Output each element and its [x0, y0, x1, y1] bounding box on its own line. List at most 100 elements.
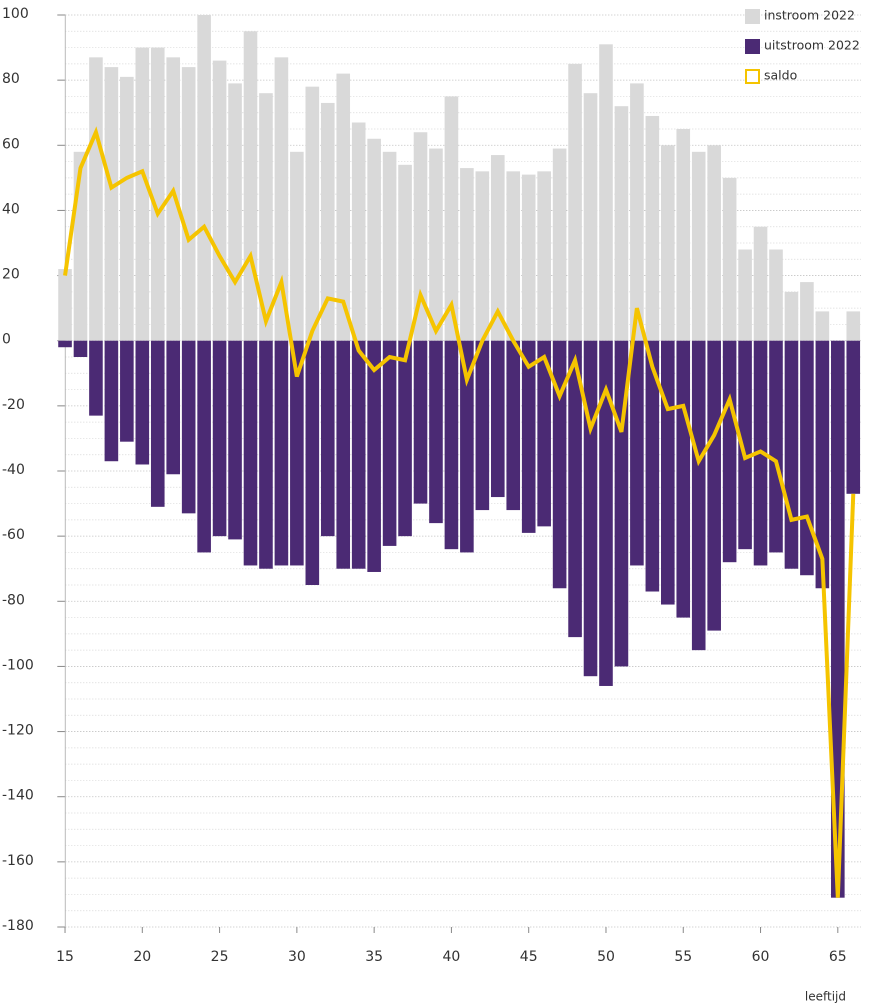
bar: [815, 311, 830, 341]
bar: [150, 47, 165, 341]
bar: [259, 340, 273, 569]
bar: [460, 168, 474, 341]
bar: [769, 249, 783, 341]
bar: [846, 311, 861, 341]
bar: [630, 340, 644, 566]
bar: [181, 340, 196, 514]
bar: [398, 340, 412, 537]
bar: [490, 340, 505, 498]
bar: [351, 122, 366, 341]
x-tick-label: 40: [443, 949, 461, 965]
bar: [274, 57, 289, 341]
bar: [444, 96, 459, 341]
bar: [58, 340, 72, 348]
bar: [212, 60, 227, 341]
bar: [661, 340, 675, 605]
y-tick-label: -180: [2, 918, 34, 934]
x-axis-label: leeftijd: [805, 990, 846, 1004]
bar: [58, 269, 72, 341]
bar: [305, 340, 320, 585]
x-tick-label: 65: [829, 949, 847, 965]
legend-label: uitstroom 2022: [764, 38, 860, 53]
y-tick-label: -40: [2, 462, 25, 478]
legend-swatch: [745, 9, 760, 24]
x-tick-label: 60: [752, 949, 770, 965]
bar: [336, 73, 351, 341]
legend-swatch: [745, 39, 760, 54]
bar: [135, 340, 150, 465]
bar: [181, 67, 196, 341]
bar: [351, 340, 366, 569]
bar: [552, 340, 567, 589]
bar: [104, 340, 119, 462]
y-tick-label: 100: [2, 6, 29, 22]
bar: [290, 340, 304, 566]
bar: [274, 340, 289, 566]
y-tick-label: 0: [2, 332, 11, 348]
bar: [382, 151, 397, 341]
y-tick-label: -120: [2, 723, 34, 739]
bar: [166, 57, 181, 341]
bar: [475, 171, 490, 341]
bar: [197, 15, 211, 341]
x-tick-label: 30: [288, 949, 306, 965]
x-tick-label: 20: [133, 949, 151, 965]
bar: [645, 340, 660, 592]
bar: [676, 129, 691, 341]
bar: [336, 340, 351, 569]
bar: [259, 93, 273, 341]
bar: [398, 164, 412, 341]
bar: [753, 226, 768, 341]
bar: [382, 340, 397, 546]
bar: [367, 138, 381, 341]
y-tick-label: 20: [2, 267, 20, 283]
y-tick-label: -160: [2, 853, 34, 869]
bar: [676, 340, 691, 618]
bar: [228, 340, 242, 540]
bar: [815, 340, 830, 589]
bar: [738, 249, 752, 341]
bar: [89, 57, 103, 341]
legend-label: instroom 2022: [764, 8, 855, 23]
bar: [769, 340, 783, 553]
bar: [429, 148, 443, 341]
y-tick-label: -60: [2, 527, 25, 543]
bar: [212, 340, 227, 537]
bar: [320, 102, 335, 341]
bar: [243, 340, 258, 566]
bar: [784, 291, 799, 341]
bar: [846, 340, 861, 494]
bar: [568, 63, 582, 341]
y-tick-label: -80: [2, 592, 25, 608]
bar: [197, 340, 211, 553]
bar: [490, 155, 505, 341]
bar: [521, 340, 536, 533]
x-tick-label: 45: [520, 949, 538, 965]
bar: [552, 148, 567, 341]
line: [63, 126, 856, 898]
bar: [521, 174, 536, 341]
bar: [243, 31, 258, 341]
x-tick-label: 50: [597, 949, 615, 965]
bar: [630, 83, 644, 341]
bar: [120, 340, 134, 442]
bar: [367, 340, 381, 572]
bar: [691, 340, 706, 651]
bar: [661, 145, 675, 341]
bar: [568, 340, 582, 638]
x-tick-label: 55: [674, 949, 692, 965]
bar: [120, 76, 134, 341]
bar: [150, 340, 165, 507]
bar: [784, 340, 799, 569]
bar: [707, 340, 721, 631]
bar: [73, 340, 88, 357]
bar: [738, 340, 752, 550]
bar: [506, 340, 521, 511]
bar: [135, 47, 150, 341]
bar: [537, 171, 551, 341]
bar: [800, 282, 814, 341]
y-tick-label: 60: [2, 136, 20, 152]
bar: [583, 93, 598, 341]
x-tick-label: 35: [365, 949, 383, 965]
y-tick-label: 40: [2, 201, 20, 217]
